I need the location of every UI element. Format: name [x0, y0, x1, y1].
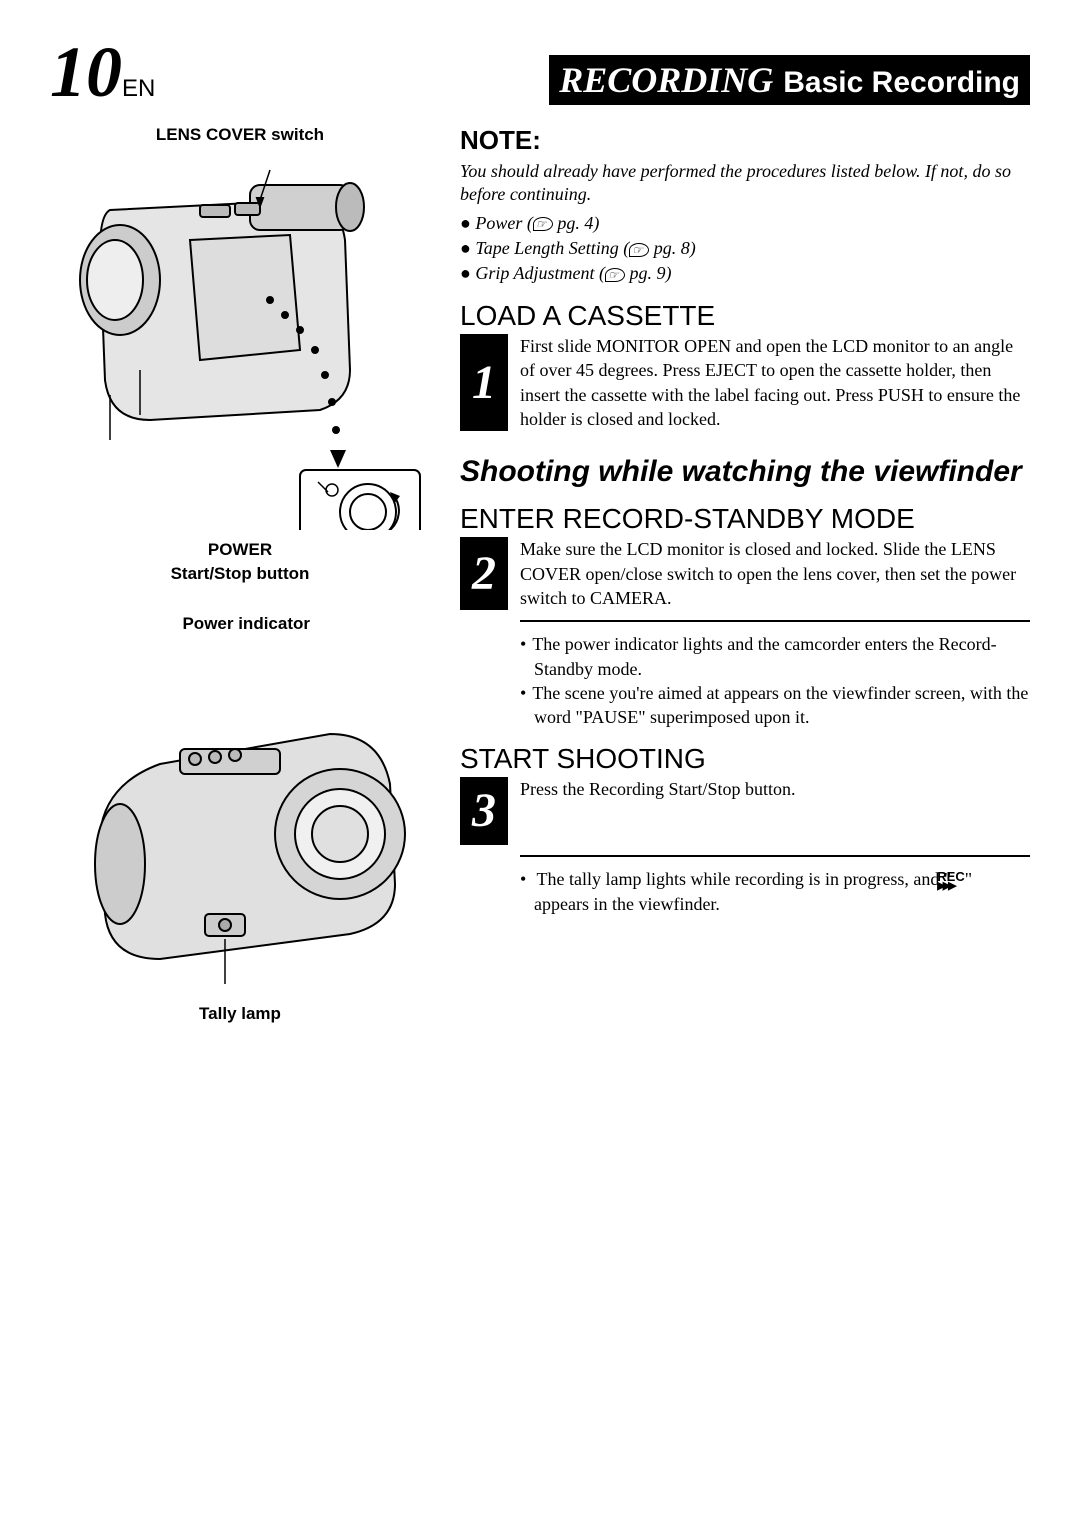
- step-number: 2: [460, 537, 508, 610]
- camcorder-top-svg: [50, 150, 430, 530]
- step-3: 3 Press the Recording Start/Stop button.: [460, 777, 1030, 845]
- divider: [520, 620, 1030, 622]
- subsection-heading: Shooting while watching the viewfinder: [460, 455, 1030, 489]
- page-ref-icon: [605, 268, 625, 282]
- page-lang: EN: [122, 75, 155, 102]
- diagram-column: LENS COVER switch: [50, 125, 430, 1024]
- step-body: First slide MONITOR OPEN and open the LC…: [520, 334, 1030, 431]
- note-heading: NOTE:: [460, 125, 1030, 156]
- note-intro: You should already have performed the pr…: [460, 160, 1030, 207]
- page-number: 10EN: [50, 40, 155, 105]
- step1-heading: LOAD A CASSETTE: [460, 300, 1030, 332]
- camcorder-bottom-diagram: Tally lamp: [50, 694, 430, 1024]
- camcorder-top-diagram: LENS COVER switch: [50, 125, 430, 634]
- step2-heading: ENTER RECORD-STANDBY MODE: [460, 503, 1030, 535]
- divider: [520, 855, 1030, 857]
- step3-bullets: The tally lamp lights while recording is…: [520, 867, 1030, 916]
- page-header: 10EN RECORDING Basic Recording: [50, 40, 1030, 105]
- step-1: 1 First slide MONITOR OPEN and open the …: [460, 334, 1030, 431]
- note-item: Power ( pg. 4): [460, 211, 1030, 236]
- rec-icon: REC▶▶▶: [951, 872, 964, 891]
- step-number: 3: [460, 777, 508, 845]
- step-body: Make sure the LCD monitor is closed and …: [520, 537, 1030, 610]
- step3-heading: START SHOOTING: [460, 743, 1030, 775]
- section-title-basic: Basic Recording: [783, 66, 1020, 100]
- power-label: POWER: [50, 540, 430, 560]
- page-ref-icon: [533, 217, 553, 231]
- section-title-recording: RECORDING: [559, 59, 773, 101]
- power-indicator-label: Power indicator: [50, 614, 430, 634]
- bullet-item: The tally lamp lights while recording is…: [520, 867, 1030, 916]
- lens-cover-label: LENS COVER switch: [50, 125, 430, 145]
- start-stop-label: Start/Stop button: [50, 564, 430, 584]
- text-column: NOTE: You should already have performed …: [460, 125, 1030, 1024]
- step-body: Press the Recording Start/Stop button.: [520, 777, 1030, 845]
- note-list: Power ( pg. 4) Tape Length Setting ( pg.…: [460, 211, 1030, 287]
- tally-lamp-label: Tally lamp: [50, 1004, 430, 1024]
- note-item: Grip Adjustment ( pg. 9): [460, 261, 1030, 286]
- step2-bullets: The power indicator lights and the camco…: [520, 632, 1030, 729]
- page-ref-icon: [629, 243, 649, 257]
- bullet-item: The scene you're aimed at appears on the…: [520, 681, 1030, 730]
- camcorder-bottom-svg: [50, 694, 430, 994]
- section-title-bar: RECORDING Basic Recording: [549, 55, 1030, 105]
- bullet-item: The power indicator lights and the camco…: [520, 632, 1030, 681]
- step-2: 2 Make sure the LCD monitor is closed an…: [460, 537, 1030, 610]
- note-item: Tape Length Setting ( pg. 8): [460, 236, 1030, 261]
- page-number-value: 10: [50, 32, 122, 112]
- step-number: 1: [460, 334, 508, 431]
- content-columns: LENS COVER switch: [50, 125, 1030, 1024]
